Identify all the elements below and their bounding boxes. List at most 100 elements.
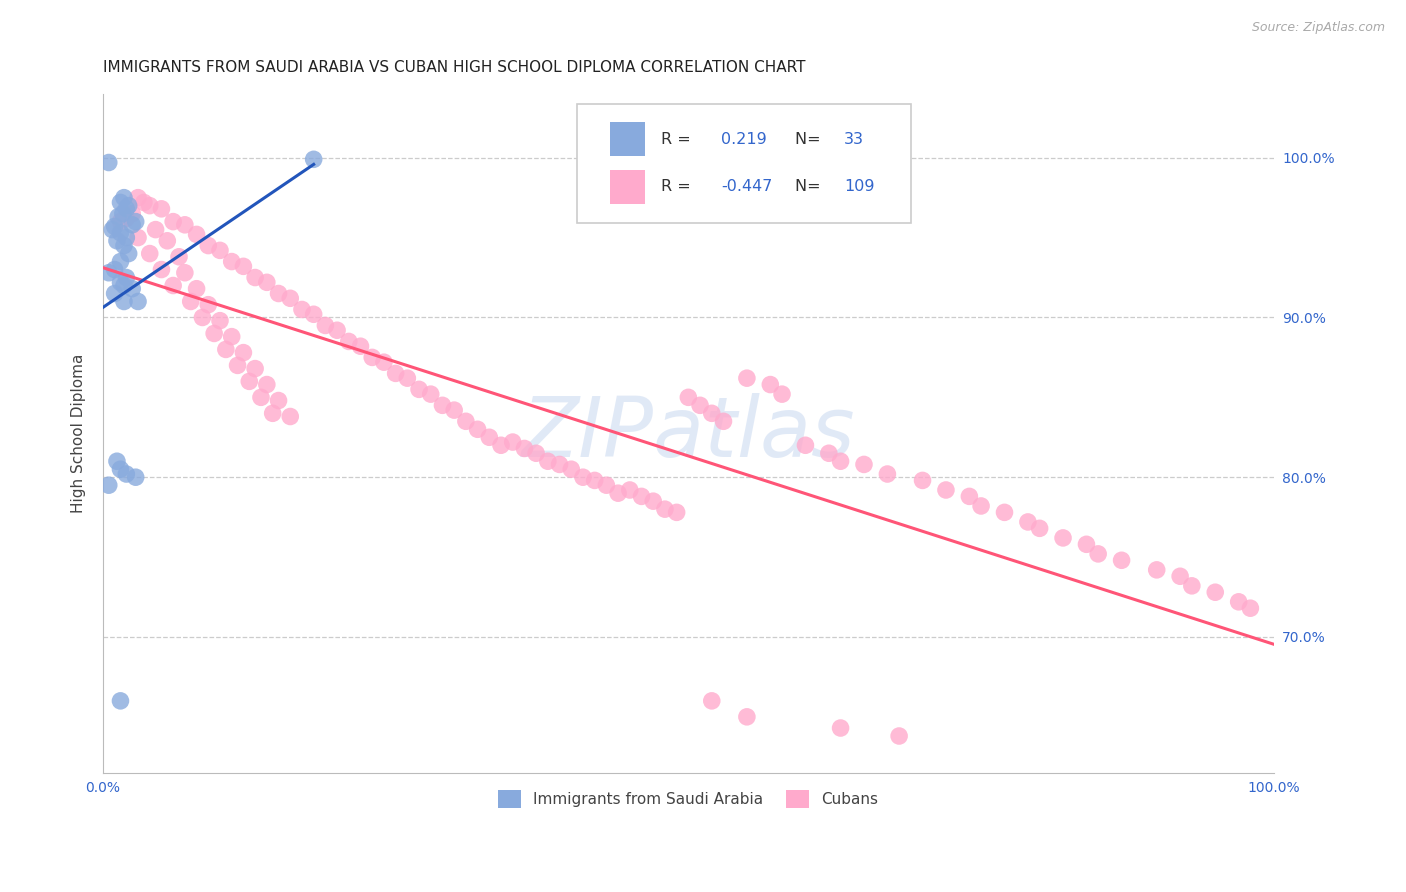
Text: ZIPatlas: ZIPatlas xyxy=(522,392,855,474)
Text: N=: N= xyxy=(794,179,825,194)
Point xyxy=(713,414,735,428)
Point xyxy=(104,286,127,301)
Point xyxy=(583,474,606,488)
Point xyxy=(513,442,536,456)
Text: 33: 33 xyxy=(844,132,865,147)
Text: Source: ZipAtlas.com: Source: ZipAtlas.com xyxy=(1251,21,1385,34)
Point xyxy=(326,323,349,337)
Point xyxy=(619,483,641,497)
Point xyxy=(735,710,758,724)
Point xyxy=(548,458,571,472)
Point xyxy=(278,291,301,305)
Point xyxy=(191,310,214,325)
Point xyxy=(186,282,208,296)
Point xyxy=(115,211,138,226)
Point xyxy=(818,446,841,460)
Point xyxy=(232,345,254,359)
Point xyxy=(454,414,477,428)
Point xyxy=(419,387,441,401)
Point xyxy=(267,286,290,301)
Point xyxy=(110,195,132,210)
Point xyxy=(524,446,547,460)
Point xyxy=(127,294,149,309)
Point xyxy=(118,246,141,260)
Point xyxy=(105,234,128,248)
Text: IMMIGRANTS FROM SAUDI ARABIA VS CUBAN HIGH SCHOOL DIPLOMA CORRELATION CHART: IMMIGRANTS FROM SAUDI ARABIA VS CUBAN HI… xyxy=(103,60,806,75)
Point xyxy=(173,266,195,280)
Point xyxy=(373,355,395,369)
Point xyxy=(361,351,384,365)
Point xyxy=(853,458,876,472)
FancyBboxPatch shape xyxy=(610,169,645,203)
Point xyxy=(654,502,676,516)
Point xyxy=(502,435,524,450)
Point xyxy=(1028,521,1050,535)
Point xyxy=(1146,563,1168,577)
Point xyxy=(243,270,266,285)
Point xyxy=(256,377,278,392)
Point xyxy=(202,326,225,341)
Point xyxy=(121,206,143,220)
Point xyxy=(678,390,700,404)
Point xyxy=(162,278,184,293)
Point xyxy=(173,218,195,232)
Point xyxy=(226,359,249,373)
Point xyxy=(125,470,148,484)
Point xyxy=(993,505,1015,519)
Point xyxy=(127,230,149,244)
Point xyxy=(156,234,179,248)
Point xyxy=(139,199,162,213)
Point xyxy=(665,505,688,519)
Point xyxy=(349,339,371,353)
Point xyxy=(150,202,173,216)
Point xyxy=(267,393,290,408)
Point xyxy=(105,454,128,468)
Point xyxy=(125,214,148,228)
Point xyxy=(560,462,582,476)
Point xyxy=(467,422,489,436)
Point xyxy=(180,294,202,309)
Point xyxy=(221,254,243,268)
Point xyxy=(595,478,617,492)
Point xyxy=(208,313,231,327)
Point xyxy=(794,438,817,452)
Point xyxy=(770,387,793,401)
Point xyxy=(232,260,254,274)
Point xyxy=(112,278,135,293)
Point xyxy=(291,302,314,317)
Point xyxy=(1239,601,1261,615)
Point xyxy=(110,226,132,240)
Point xyxy=(110,214,132,228)
Point xyxy=(443,403,465,417)
Point xyxy=(911,474,934,488)
Point xyxy=(162,214,184,228)
Point xyxy=(101,222,124,236)
Point xyxy=(111,206,134,220)
Point xyxy=(1204,585,1226,599)
Point xyxy=(572,470,595,484)
Point xyxy=(112,238,135,252)
Point xyxy=(121,282,143,296)
Point xyxy=(145,222,167,236)
Point xyxy=(700,694,723,708)
Point xyxy=(887,729,910,743)
Point xyxy=(1181,579,1204,593)
Point xyxy=(396,371,419,385)
Point xyxy=(150,262,173,277)
Point xyxy=(139,246,162,260)
Point xyxy=(302,307,325,321)
Point xyxy=(408,382,430,396)
Point xyxy=(104,262,127,277)
Point xyxy=(759,377,782,392)
Text: -0.447: -0.447 xyxy=(721,179,772,194)
Point xyxy=(197,298,219,312)
Point xyxy=(115,467,138,481)
Point xyxy=(607,486,630,500)
Text: 0.219: 0.219 xyxy=(721,132,766,147)
Y-axis label: High School Diploma: High School Diploma xyxy=(72,353,86,513)
Point xyxy=(432,398,454,412)
Point xyxy=(1076,537,1098,551)
Point xyxy=(1227,595,1250,609)
FancyBboxPatch shape xyxy=(610,122,645,156)
Point xyxy=(1052,531,1074,545)
